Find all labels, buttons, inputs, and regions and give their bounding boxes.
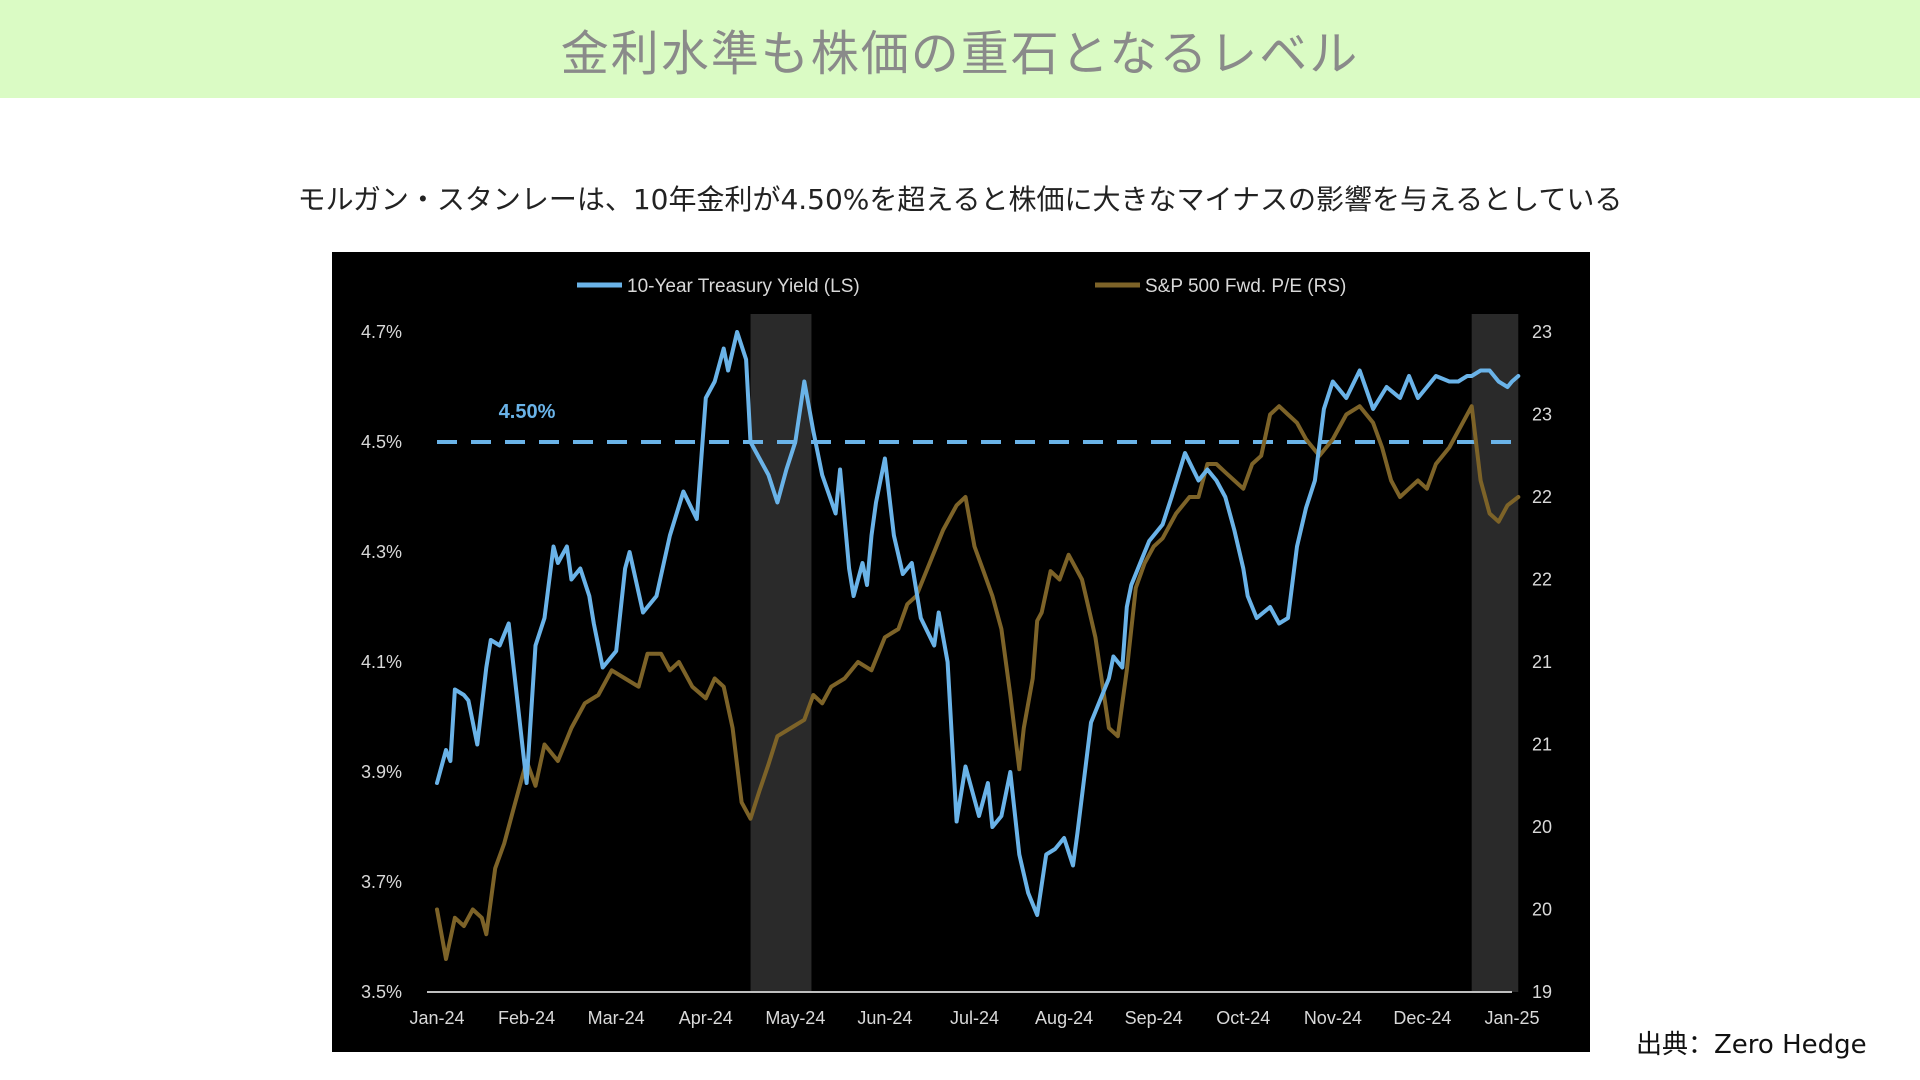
series-line-sp500-pe xyxy=(435,404,1521,961)
legend-treasury-yield-label: 10-Year Treasury Yield (LS) xyxy=(627,276,860,297)
x-tick-label: Mar-24 xyxy=(588,1008,645,1028)
x-tick-label: Aug-24 xyxy=(1035,1008,1093,1028)
left-tick-label: 3.7% xyxy=(361,872,402,892)
yield-vs-pe-chart: 4.50% Jan-24 Feb-24 Mar-24 Apr-24 May-24 Jun-… xyxy=(361,276,1552,1028)
source-note: 出典：Zero Hedge xyxy=(1636,1030,1867,1060)
x-tick-label: Jan-24 xyxy=(409,1008,464,1028)
right-tick-label: 23 xyxy=(1532,322,1552,342)
shaded-range-2 xyxy=(1471,314,1519,992)
x-tick-label: Oct-24 xyxy=(1216,1008,1270,1028)
x-tick-label: Jul-24 xyxy=(950,1008,999,1028)
left-tick-label: 4.5% xyxy=(361,432,402,452)
right-tick-label: 20 xyxy=(1532,900,1552,920)
left-tick-label: 4.3% xyxy=(361,542,402,562)
x-tick-label: Jun-24 xyxy=(857,1008,912,1028)
right-tick-label: 21 xyxy=(1532,735,1552,755)
shaded-range-1 xyxy=(750,314,812,992)
left-tick-label: 3.9% xyxy=(361,762,402,782)
title-banner: 金利水準も株価の重石となるレベル xyxy=(0,0,1920,98)
x-tick-label: May-24 xyxy=(765,1008,825,1028)
right-tick-label: 23 xyxy=(1532,405,1552,425)
x-tick-label: Apr-24 xyxy=(679,1008,733,1028)
right-tick-label: 22 xyxy=(1532,570,1552,590)
page-subtitle: モルガン・スタンレーは、10年金利が4.50%を超えると株価に大きなマイナスの影… xyxy=(297,183,1623,216)
right-tick-label: 22 xyxy=(1532,487,1552,507)
threshold-label: 4.50% xyxy=(499,401,556,423)
legend-sp500-pe-label: S&P 500 Fwd. P/E (RS) xyxy=(1145,276,1346,297)
x-tick-label: Sep-24 xyxy=(1125,1008,1183,1028)
x-tick-label: Dec-24 xyxy=(1393,1008,1451,1028)
right-tick-label: 21 xyxy=(1532,652,1552,672)
left-tick-label: 4.1% xyxy=(361,652,402,672)
x-tick-label: Jan-25 xyxy=(1484,1008,1539,1028)
series-line-treasury-yield xyxy=(435,330,1521,917)
chart-panel: 4.50% Jan-24 Feb-24 Mar-24 Apr-24 May-24 Jun-… xyxy=(332,252,1590,1052)
left-tick-label: 4.7% xyxy=(361,322,402,342)
right-tick-label: 20 xyxy=(1532,817,1552,837)
left-tick-label: 3.5% xyxy=(361,982,402,1002)
x-tick-label: Feb-24 xyxy=(498,1008,555,1028)
x-tick-label: Nov-24 xyxy=(1304,1008,1362,1028)
right-tick-label: 19 xyxy=(1532,982,1552,1002)
page-title: 金利水準も株価の重石となるレベル xyxy=(560,26,1360,82)
